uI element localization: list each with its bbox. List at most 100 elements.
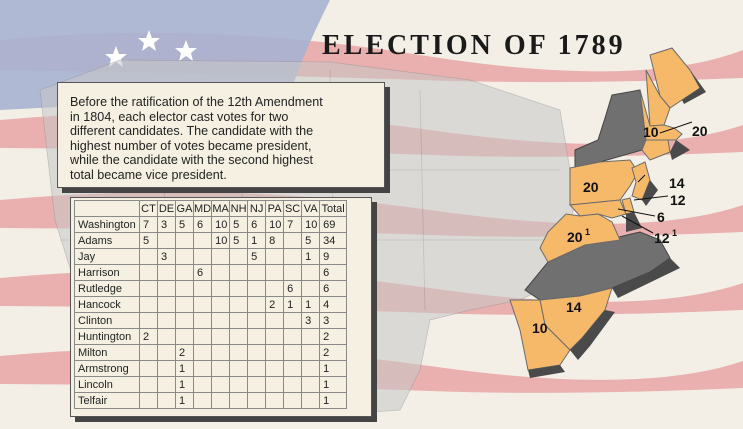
vote-count <box>283 264 303 281</box>
state-connecticut <box>641 139 671 161</box>
label-va-sup: 1 <box>585 227 590 237</box>
vote-count <box>247 296 267 313</box>
vote-count: 2 <box>175 344 194 361</box>
vote-count <box>301 392 321 409</box>
vote-count <box>247 312 267 329</box>
vote-count: 3 <box>157 216 176 233</box>
header-candidate <box>74 200 140 217</box>
vote-count: 8 <box>265 232 285 249</box>
vote-count <box>157 264 176 281</box>
candidate-name: Telfair <box>74 392 140 409</box>
vote-count <box>265 264 285 281</box>
vote-count <box>157 392 176 409</box>
vote-count: 3 <box>157 248 176 265</box>
vote-count: 1 <box>319 360 348 377</box>
table-row: Jay 3 5 1 9 <box>74 248 348 265</box>
header-ma: MA <box>211 200 231 217</box>
voting-states <box>509 47 701 371</box>
vote-count <box>157 360 176 377</box>
vote-count <box>301 344 321 361</box>
vote-count <box>247 360 267 377</box>
vote-count <box>192 360 213 377</box>
candidate-name: Milton <box>74 344 140 361</box>
header-nj: NJ <box>247 200 267 217</box>
header-sc: SC <box>283 200 303 217</box>
vote-count: 9 <box>319 248 348 265</box>
vote-count <box>192 344 213 361</box>
vote-count <box>139 344 158 361</box>
note-line: different candidates. The candidate with… <box>70 124 314 139</box>
table-row: Washington 7 3 5 6 10 5 6 10 7 10 69 <box>74 216 348 233</box>
vote-count <box>211 296 231 313</box>
label-nj: 14 <box>669 175 685 191</box>
candidate-name: Lincoln <box>74 376 140 393</box>
note-line: highest number of votes became president… <box>70 138 312 153</box>
vote-count <box>229 360 249 377</box>
header-pa: PA <box>265 200 285 217</box>
vote-count <box>211 344 231 361</box>
note-line: while the candidate with the second high… <box>70 153 313 168</box>
vote-count <box>229 248 249 265</box>
vote-count: 5 <box>247 248 267 265</box>
note-line: total became vice president. <box>70 167 227 182</box>
vote-count <box>247 264 267 281</box>
label-va: 20 <box>567 229 583 245</box>
vote-count <box>139 264 158 281</box>
vote-count <box>211 376 231 393</box>
label-nh: 20 <box>692 123 708 139</box>
vote-count <box>157 344 176 361</box>
header-nh: NH <box>229 200 249 217</box>
vote-count <box>283 344 303 361</box>
vote-count: 6 <box>319 280 348 297</box>
header-ct: CT <box>139 200 158 217</box>
table-row: Harrison 6 6 <box>74 264 348 281</box>
candidate-name: Rutledge <box>74 280 140 297</box>
state-georgia <box>509 299 571 371</box>
vote-count <box>283 248 303 265</box>
vote-count <box>229 392 249 409</box>
header-va: VA <box>301 200 321 217</box>
coastline-shadow <box>528 70 706 378</box>
vote-count: 6 <box>247 216 267 233</box>
vote-count <box>139 312 158 329</box>
vote-count <box>192 312 213 329</box>
header-ga: GA <box>175 200 194 217</box>
vote-count: 1 <box>175 360 194 377</box>
table-row: Hancock 2 1 1 4 <box>74 296 348 313</box>
vote-count <box>211 328 231 345</box>
vote-count <box>301 264 321 281</box>
vote-count: 2 <box>319 344 348 361</box>
header-md: MD <box>192 200 213 217</box>
vote-count <box>229 312 249 329</box>
vote-count <box>247 392 267 409</box>
vote-count <box>265 248 285 265</box>
vote-count <box>301 360 321 377</box>
table-row: Telfair 1 1 <box>74 392 348 409</box>
vote-count <box>229 280 249 297</box>
vote-count <box>229 296 249 313</box>
note-line: in 1804, each elector cast votes for two <box>70 109 289 124</box>
table-row: Milton 2 2 <box>74 344 348 361</box>
vote-count <box>139 280 158 297</box>
vote-count <box>211 312 231 329</box>
label-ma: 10 <box>643 124 659 140</box>
vote-count: 10 <box>211 232 231 249</box>
vote-count: 10 <box>265 216 285 233</box>
vote-count: 6 <box>283 280 303 297</box>
vote-count <box>265 392 285 409</box>
vote-count: 7 <box>283 216 303 233</box>
vote-count <box>175 296 194 313</box>
vote-count: 6 <box>192 216 213 233</box>
candidate-name: Washington <box>74 216 140 233</box>
table-row: Clinton 3 3 <box>74 312 348 329</box>
vote-count: 7 <box>139 216 158 233</box>
vote-count <box>211 264 231 281</box>
vote-count <box>283 376 303 393</box>
vote-count <box>211 280 231 297</box>
table-row: Huntington 2 2 <box>74 328 348 345</box>
vote-count: 5 <box>229 232 249 249</box>
vote-count: 4 <box>319 296 348 313</box>
vote-count <box>192 280 213 297</box>
vote-count <box>157 296 176 313</box>
vote-count: 1 <box>319 376 348 393</box>
